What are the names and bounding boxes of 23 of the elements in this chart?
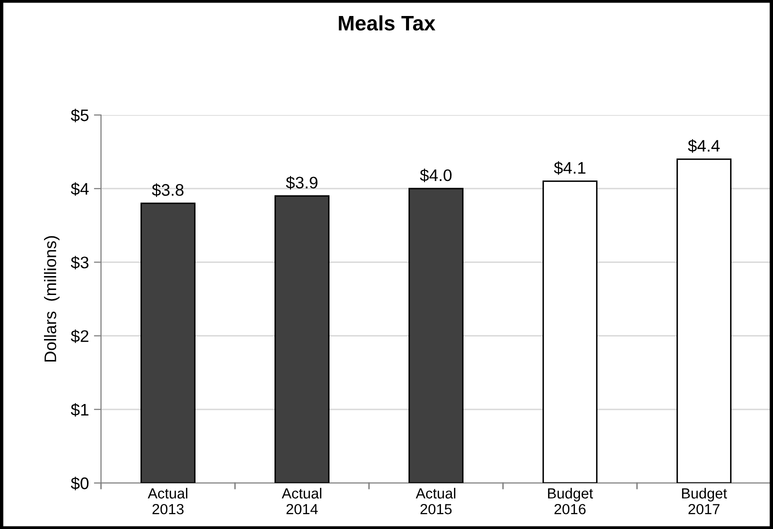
- x-tick-label: Actual 2014: [282, 488, 322, 514]
- y-tick-label: $1: [70, 403, 88, 417]
- bar: [542, 180, 598, 483]
- y-axis-title: Dollars (millions): [44, 236, 60, 362]
- data-label: $3.8: [152, 183, 184, 197]
- y-tick-label: $3: [70, 256, 88, 270]
- bar: [274, 195, 330, 483]
- data-label: $4.4: [688, 139, 720, 153]
- y-tick-label: $0: [70, 476, 89, 490]
- data-label: $4.0: [420, 168, 452, 182]
- bar: [408, 188, 464, 483]
- x-tick-label: Actual 2015: [416, 488, 456, 514]
- x-tick-label: Actual 2013: [148, 488, 188, 514]
- bar: [140, 202, 196, 483]
- x-tick-label: Budget 2017: [682, 488, 728, 514]
- chart-title: Meals Tax: [338, 15, 436, 31]
- y-tick-label: $2: [70, 330, 88, 343]
- y-tick-label: $5: [70, 108, 88, 122]
- y-tick-label: $4: [70, 182, 89, 196]
- data-label: $4.1: [554, 161, 586, 175]
- bar: [676, 158, 732, 483]
- data-label: $3.9: [286, 176, 318, 190]
- x-tick-label: Budget 2016: [548, 488, 594, 514]
